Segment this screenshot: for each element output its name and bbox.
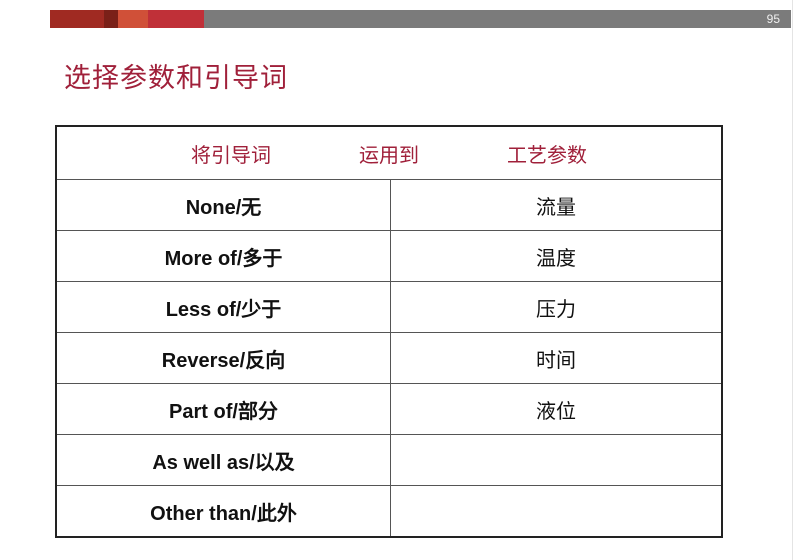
param-cell xyxy=(390,434,723,486)
guide-word-cell: More of/多于 xyxy=(55,230,391,282)
param-cell: 时间 xyxy=(390,332,723,384)
header-apply-to: 运用到 xyxy=(359,142,419,167)
table-header-row: 将引导词 运用到 工艺参数 xyxy=(55,125,723,180)
guide-word-cell: Reverse/反向 xyxy=(55,332,391,384)
bar-segment xyxy=(204,10,791,28)
guide-word-cell: Less of/少于 xyxy=(55,281,391,333)
param-cell: 流量 xyxy=(390,179,723,231)
param-cell xyxy=(390,485,723,538)
guide-word-cell: None/无 xyxy=(55,179,391,231)
table-row: None/无 流量 xyxy=(55,179,723,231)
param-cell: 压力 xyxy=(390,281,723,333)
table-row: More of/多于 温度 xyxy=(55,230,723,282)
guide-word-cell: Part of/部分 xyxy=(55,383,391,435)
param-cell: 温度 xyxy=(390,230,723,282)
table-row: Reverse/反向 时间 xyxy=(55,332,723,384)
param-cell: 液位 xyxy=(390,383,723,435)
bar-segment xyxy=(148,10,204,28)
table-header: 将引导词 运用到 工艺参数 xyxy=(55,125,723,180)
slide-title: 选择参数和引导词 xyxy=(64,63,288,94)
table-row: As well as/以及 xyxy=(55,434,723,486)
page-number: 95 xyxy=(766,12,780,26)
guide-word-cell: As well as/以及 xyxy=(55,434,391,486)
bar-segment xyxy=(118,10,148,28)
table-row: Part of/部分 液位 xyxy=(55,383,723,435)
table-row: Less of/少于 压力 xyxy=(55,281,723,333)
header-process-param: 工艺参数 xyxy=(507,142,587,167)
slide-edge xyxy=(792,0,793,560)
guide-word-table: 将引导词 运用到 工艺参数 None/无 流量 More of/多于 温度 Less o… xyxy=(55,125,723,538)
bar-segment xyxy=(50,10,104,28)
header-guide-word: 将引导词 xyxy=(191,142,271,167)
bar-segment xyxy=(104,10,118,28)
guide-word-cell: Other than/此外 xyxy=(55,485,391,538)
table-row: Other than/此外 xyxy=(55,485,723,538)
